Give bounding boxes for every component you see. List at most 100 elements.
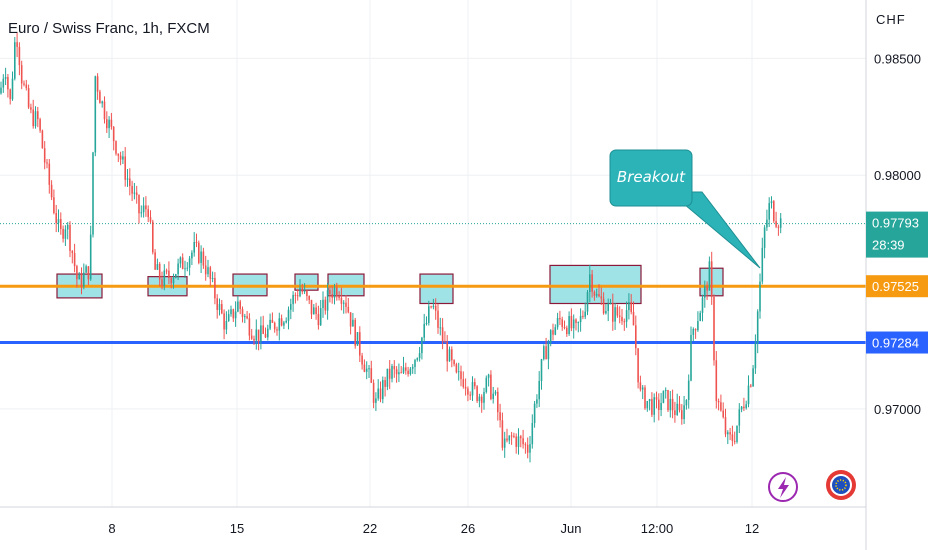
candle-body bbox=[750, 385, 752, 387]
candle-body bbox=[589, 274, 591, 293]
candle-body bbox=[554, 327, 557, 335]
candle-body bbox=[635, 325, 637, 349]
candle-body bbox=[175, 274, 177, 278]
candle-body bbox=[315, 307, 317, 314]
support-zone[interactable] bbox=[294, 273, 319, 291]
candle-body bbox=[393, 366, 396, 370]
candle-body bbox=[7, 76, 9, 90]
candle-body bbox=[692, 328, 695, 335]
candle-body bbox=[710, 261, 713, 297]
time-axis[interactable]: 8 15 22 26 Jun 12:00 12 bbox=[108, 521, 759, 536]
candle-body bbox=[653, 397, 655, 415]
candle-body bbox=[186, 267, 189, 269]
candle-body bbox=[147, 209, 149, 218]
candle-body bbox=[478, 396, 481, 402]
candle-body bbox=[193, 242, 195, 253]
candle-body bbox=[37, 111, 39, 120]
candle-body bbox=[552, 330, 554, 335]
candle-body bbox=[283, 322, 285, 326]
candle-body bbox=[602, 298, 605, 314]
candle-body bbox=[543, 346, 545, 360]
candle-body bbox=[140, 212, 143, 214]
candle-body bbox=[172, 277, 175, 284]
candle-body bbox=[198, 242, 200, 263]
candle-body bbox=[593, 291, 596, 296]
candle-body bbox=[674, 410, 676, 415]
candle-body bbox=[570, 316, 573, 329]
candle-body bbox=[662, 390, 665, 403]
candle-body bbox=[108, 119, 110, 129]
candle-body bbox=[536, 399, 538, 404]
candle-body bbox=[738, 409, 741, 426]
candle-body bbox=[168, 270, 170, 279]
candle-body bbox=[363, 364, 366, 372]
candle-body bbox=[531, 422, 534, 445]
price-axis[interactable]: 0.98500 0.98000 0.97000 bbox=[874, 51, 921, 416]
candle-body bbox=[80, 274, 83, 287]
candle-body bbox=[720, 402, 722, 411]
candle-body bbox=[648, 399, 651, 402]
price-tick-label: 0.97000 bbox=[874, 402, 921, 417]
candle-body bbox=[469, 394, 471, 396]
candle-body bbox=[361, 355, 363, 365]
candle-body bbox=[294, 294, 297, 296]
candle-body bbox=[740, 406, 743, 410]
candle-body bbox=[690, 334, 692, 381]
current-price-label: 0.97793 bbox=[872, 216, 919, 231]
candle-body bbox=[46, 162, 48, 164]
candle-body bbox=[492, 393, 494, 400]
candle-body bbox=[779, 218, 782, 228]
candle-body bbox=[388, 368, 391, 379]
candle-body bbox=[101, 101, 103, 104]
candle-body bbox=[0, 87, 2, 94]
candle-body bbox=[497, 391, 499, 413]
candle-body bbox=[276, 329, 278, 331]
candle-body bbox=[761, 247, 764, 282]
candle-body bbox=[9, 89, 11, 100]
candle-body bbox=[566, 327, 568, 335]
lightning-icon[interactable] bbox=[768, 472, 798, 502]
candle-body bbox=[628, 302, 630, 311]
candle-body bbox=[204, 265, 207, 275]
candle-body bbox=[510, 435, 513, 437]
support-zone[interactable] bbox=[419, 273, 454, 305]
candle-body bbox=[494, 391, 497, 394]
candle-body bbox=[462, 379, 465, 388]
candle-body bbox=[32, 109, 34, 127]
candle-body bbox=[630, 302, 632, 312]
candle-body bbox=[386, 368, 389, 387]
candle-body bbox=[200, 251, 202, 263]
candle-body bbox=[60, 219, 62, 229]
eu-flag-icon[interactable] bbox=[826, 470, 856, 500]
candle-body bbox=[467, 388, 469, 395]
candle-body bbox=[131, 186, 133, 194]
candle-body bbox=[722, 410, 724, 418]
candle-body bbox=[517, 436, 520, 447]
candle-body bbox=[559, 317, 561, 320]
candle-body bbox=[391, 366, 393, 379]
candle-body bbox=[747, 385, 750, 405]
candle-body bbox=[57, 219, 60, 224]
candle-body bbox=[547, 342, 550, 360]
orange-level-label: 0.97525 bbox=[872, 279, 919, 294]
candle-body bbox=[117, 153, 120, 156]
candle-body bbox=[257, 329, 260, 342]
candle-body bbox=[660, 402, 662, 410]
candle-body bbox=[331, 294, 333, 298]
candle-body bbox=[83, 272, 85, 287]
candle-body bbox=[232, 309, 235, 319]
candle-body bbox=[260, 325, 262, 342]
chart-grid bbox=[0, 0, 866, 507]
candle-body bbox=[14, 42, 16, 79]
candle-body bbox=[18, 46, 21, 66]
candle-body bbox=[158, 263, 161, 280]
candle-body bbox=[99, 91, 101, 104]
candle-body bbox=[324, 299, 327, 311]
candle-body bbox=[430, 306, 432, 308]
candle-body bbox=[16, 42, 18, 47]
breakout-callout[interactable]: Breakout bbox=[609, 149, 761, 269]
candle-body bbox=[434, 305, 437, 311]
support-zone[interactable] bbox=[549, 264, 642, 305]
candle-body bbox=[85, 266, 87, 273]
